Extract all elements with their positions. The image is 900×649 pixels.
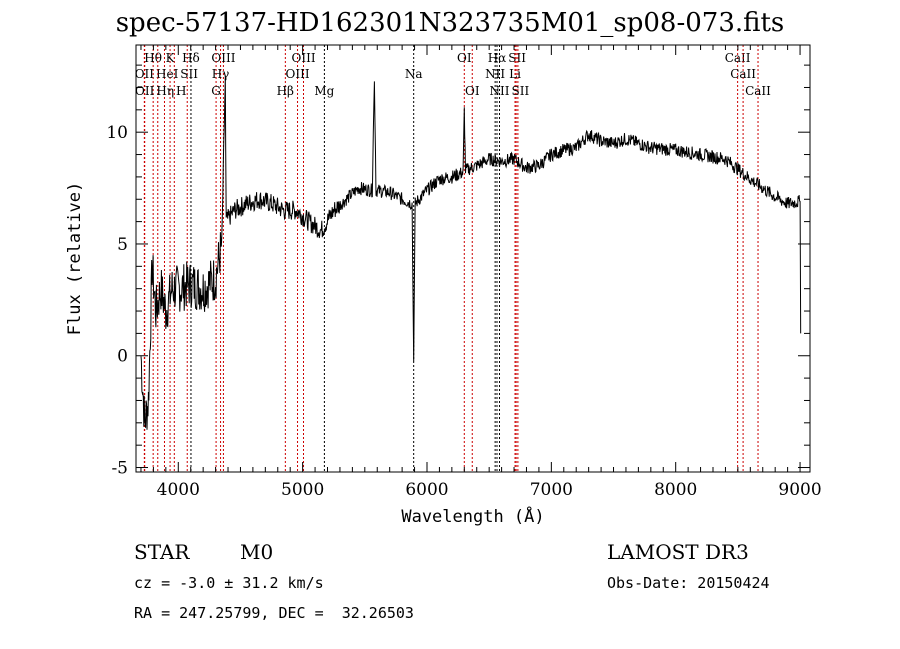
x-tick-label: 9000 [778, 480, 821, 500]
spectrum-line [140, 76, 802, 430]
object-subclass: M0 [240, 540, 274, 564]
spectral-line-label: OI [457, 51, 472, 65]
spectral-line-label: Mg [314, 84, 334, 98]
spectral-line-label: OIII [286, 67, 310, 81]
y-tick-label: 10 [106, 123, 128, 143]
spectral-line-label: CaII [725, 51, 751, 65]
survey-label: LAMOST DR3 [607, 540, 749, 564]
spectral-line-label: Na [405, 67, 423, 81]
spectral-line-label: Hβ [277, 84, 294, 98]
plot-frame [135, 44, 811, 473]
spectral-line-label: Hα [488, 51, 507, 65]
x-tick-label: 8000 [654, 480, 697, 500]
x-tick-label: 7000 [530, 480, 573, 500]
spectral-line-label: OII [135, 84, 155, 98]
y-axis-label: Flux (relative) [65, 182, 85, 336]
redshift-text: cz = -3.0 ± 31.2 km/s [134, 574, 324, 592]
spectral-line-label: CaII [730, 67, 756, 81]
obs-date-text: Obs-Date: 20150424 [607, 574, 770, 592]
x-axis-label: Wavelength (Å) [401, 505, 544, 527]
spectral-line-label: NII [490, 84, 510, 98]
spectral-line-label: SII [512, 84, 530, 98]
spectral-line-label: OI [465, 84, 480, 98]
spectral-line-label: SII [508, 51, 526, 65]
y-tick-label: -5 [111, 459, 128, 479]
spectral-line-label: G [211, 84, 221, 98]
coordinates-text: RA = 247.25799, DEC = 32.26503 [134, 604, 414, 622]
x-tick-label: 6000 [405, 480, 448, 500]
spectral-line-label: H [176, 84, 186, 98]
y-tick-label: 0 [117, 347, 128, 367]
spectral-line-label: OIII [211, 51, 235, 65]
spectral-line-label: K [166, 51, 176, 65]
spectral-line-label: Li [509, 67, 521, 81]
chart-title: spec-57137-HD162301N323735M01_sp08-073.f… [115, 8, 785, 38]
x-tick-label: 4000 [157, 480, 200, 500]
spectral-line-label: CaII [745, 84, 771, 98]
y-tick-label: 5 [117, 235, 128, 255]
spectral-line-label: Hγ [212, 67, 230, 81]
object-class: STAR [134, 540, 190, 564]
spectral-line-label: SII [180, 67, 198, 81]
spectral-line-label: Hδ [182, 51, 200, 65]
x-tick-label: 5000 [281, 480, 324, 500]
spectral-line-label: OIII [292, 51, 316, 65]
spectral-line-label: Hη [156, 84, 174, 98]
spectral-line-label: Hθ [144, 51, 162, 65]
spectral-line-label: HeI [156, 67, 179, 81]
spectral-line-label: NII [485, 67, 505, 81]
